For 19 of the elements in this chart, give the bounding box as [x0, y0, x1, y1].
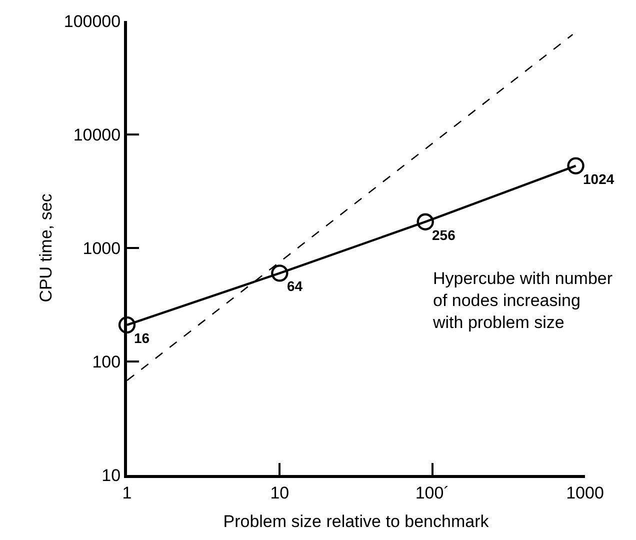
- annotation: 64: [287, 278, 303, 294]
- annotation: 16: [134, 330, 150, 346]
- y-tick-label: 1000: [82, 238, 121, 258]
- y-tick-label: 100000: [64, 12, 121, 31]
- point: [118, 316, 136, 334]
- annotation: 256: [432, 227, 456, 243]
- annotation: 1024: [583, 171, 614, 187]
- x-tick-label: 1000: [566, 483, 604, 502]
- y-tick-label: 100: [92, 352, 121, 372]
- x-axis-title: Problem size relative to benchmark: [223, 512, 490, 531]
- text: Hypercube with number of nodes increasing with problem size: [432, 269, 613, 332]
- y-tick-label: 10: [102, 466, 121, 485]
- y-axis-title: CPU time, sec: [36, 193, 56, 302]
- point: [416, 213, 434, 230]
- x-tick-label: 10: [270, 483, 290, 502]
- x-tick-label: 100´: [415, 483, 450, 502]
- x-tick-label: 1: [122, 483, 132, 502]
- point: [567, 157, 584, 174]
- y-tick-label: 10000: [73, 125, 121, 144]
